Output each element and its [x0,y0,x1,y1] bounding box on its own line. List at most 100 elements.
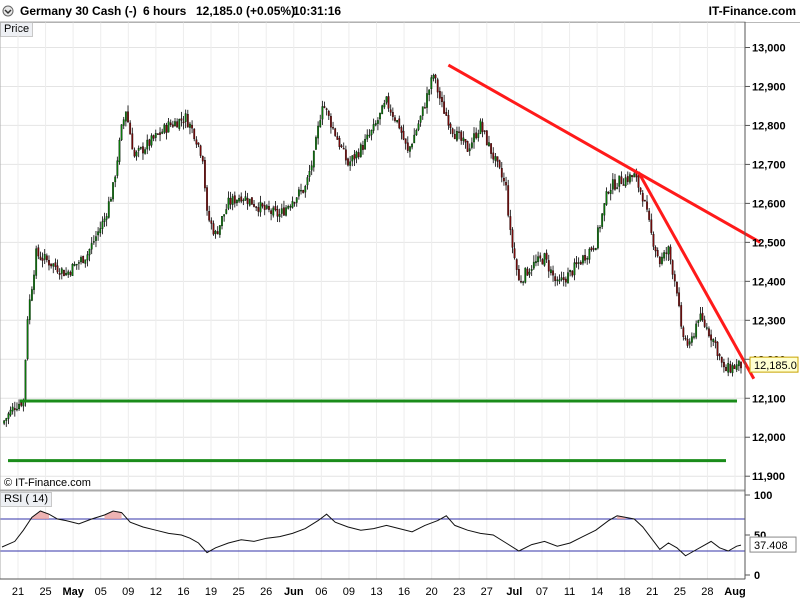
candle [116,156,119,179]
timeframe-label[interactable]: 6 hours [143,4,187,18]
candle [302,189,305,194]
rsi-tick-label: 100 [754,490,772,502]
candle [701,306,704,322]
candle [500,161,503,183]
candle [178,118,181,131]
candle [428,89,431,102]
time-tick-label: 16 [398,586,410,598]
candle [208,205,211,223]
time-tick-label: Jul [506,586,522,598]
candle [650,213,653,235]
candle [537,251,539,266]
price-tick-label: 12,100 [752,393,786,405]
candle [244,190,247,201]
candle [714,337,717,349]
candle [731,362,734,377]
candle [144,147,146,155]
candle [379,112,381,125]
candle [562,271,565,287]
candle [616,182,619,190]
candle [490,143,493,159]
candle [82,255,85,264]
candle [191,120,193,134]
candle [231,193,234,211]
candle [255,206,258,212]
candle [127,105,129,123]
candle [503,172,505,186]
candle [614,173,616,191]
trendline[interactable] [637,171,756,380]
candle [673,270,676,287]
candle [342,142,345,150]
candle [374,120,377,127]
candle [364,134,366,150]
candle [740,361,742,374]
candle [308,164,311,182]
candle [680,302,683,329]
candle [413,128,416,144]
candle [417,120,420,132]
candle [669,244,672,265]
candle [447,109,450,130]
candle [406,136,409,154]
candle [195,136,198,148]
time-tick-label: 18 [619,586,631,598]
candle [259,195,262,217]
candle [110,196,112,202]
grid [0,22,745,579]
candle [165,122,168,140]
candle [663,249,666,262]
candle [582,254,584,266]
candle [633,171,636,178]
candle [404,138,407,150]
candle [242,198,245,206]
candle [274,201,277,212]
candle [41,252,44,268]
candle [699,306,702,322]
candle [304,184,307,198]
candle [601,213,604,230]
candle [528,268,531,278]
candle [204,156,206,192]
candle [99,221,102,237]
candle [419,115,422,127]
price-tick-label: 12,800 [752,120,786,132]
time-tick-label: 25 [232,586,244,598]
candle [532,255,535,270]
candle [398,115,401,130]
time-tick-label: 09 [343,586,355,598]
candle [624,174,627,188]
candle [603,203,606,222]
time-tick-label: 05 [95,586,107,598]
time-tick-label: Aug [724,586,745,598]
quote-label: 12,185.0 (+0.05%) [196,4,296,18]
candle [257,202,260,217]
candle [421,106,424,120]
candle [590,246,593,252]
candle [114,175,117,188]
trendline[interactable] [447,63,761,244]
candle [157,133,159,135]
candle [265,204,268,210]
price-tick-label: 12,500 [752,237,786,249]
candle [18,399,20,411]
candle [355,150,358,164]
candle [607,191,610,195]
chart-options-icon[interactable] [2,5,14,17]
candle [577,257,580,270]
time-tick-label: 26 [260,586,272,598]
time-tick-label: 07 [536,586,548,598]
candle [71,263,74,277]
candle [453,129,456,140]
time-tick-label: 21 [12,586,24,598]
candle [639,187,642,195]
candle [575,255,578,268]
candle [50,263,53,269]
candle [466,140,469,152]
candle [300,183,302,195]
rsi-last-value: 37.408 [749,536,797,553]
candle [723,358,725,373]
copyright-label: © IT-Finance.com [4,477,91,489]
price-tick-label: 12,000 [752,432,786,444]
